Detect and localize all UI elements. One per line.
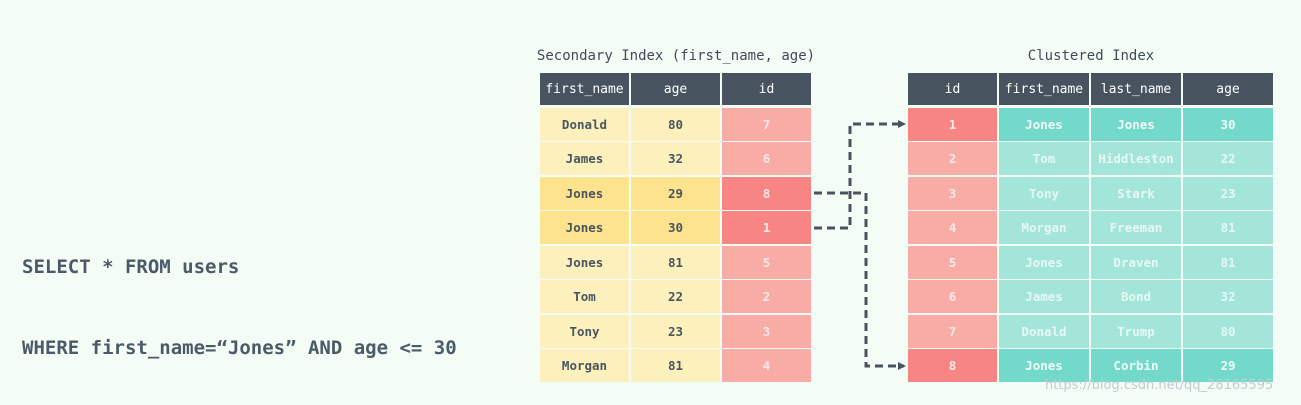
secondary-cell-age: 23: [631, 314, 720, 348]
secondary-cell-id: 8: [722, 176, 811, 210]
clustered-header-first-name: first_name: [999, 73, 1089, 105]
clustered-cell-id: 7: [908, 314, 997, 348]
clustered-cell-first-name: Jones: [999, 245, 1089, 279]
clustered-header-id: id: [908, 73, 997, 105]
secondary-header-id: id: [722, 73, 811, 105]
secondary-index-title: Secondary Index (first_name, age): [536, 48, 816, 64]
clustered-cell-age: 23: [1183, 176, 1273, 210]
secondary-cell-first-name: Jones: [540, 211, 629, 244]
clustered-cell-first-name: Morgan: [999, 211, 1089, 244]
secondary-cell-age: 81: [631, 349, 720, 382]
clustered-cell-age: 81: [1183, 211, 1273, 244]
watermark-text: https://blog.csdn.net/qq_28165595: [1045, 378, 1274, 393]
clustered-cell-age: 22: [1183, 142, 1273, 175]
secondary-cell-age: 81: [631, 245, 720, 279]
clustered-cell-id: 4: [908, 211, 997, 244]
clustered-cell-last-name: Jones: [1091, 107, 1181, 141]
secondary-header-first-name: first_name: [540, 73, 629, 105]
lookup-arrow-id-8: [814, 191, 906, 370]
clustered-cell-first-name: Tony: [999, 176, 1089, 210]
clustered-index-table: id first_name last_name age 1 Jones Jones 30 2 To…: [908, 73, 1273, 382]
secondary-cell-age: 32: [631, 142, 720, 175]
secondary-cell-age: 29: [631, 176, 720, 210]
secondary-cell-first-name: Tony: [540, 314, 629, 348]
secondary-cell-age: 80: [631, 107, 720, 141]
secondary-cell-age: 22: [631, 280, 720, 313]
clustered-cell-age: 80: [1183, 314, 1273, 348]
clustered-cell-first-name: Jones: [999, 107, 1089, 141]
secondary-cell-id: 1: [722, 211, 811, 244]
clustered-index-title: Clustered Index: [1027, 48, 1155, 64]
secondary-cell-id: 5: [722, 245, 811, 279]
clustered-header-age: age: [1183, 73, 1273, 105]
clustered-cell-last-name: Bond: [1091, 280, 1181, 313]
secondary-cell-id: 6: [722, 142, 811, 175]
clustered-cell-last-name: Draven: [1091, 245, 1181, 279]
secondary-header-age: age: [631, 73, 720, 105]
clustered-cell-age: 30: [1183, 107, 1273, 141]
secondary-cell-age: 30: [631, 211, 720, 244]
clustered-cell-id: 1: [908, 107, 997, 141]
secondary-cell-first-name: Tom: [540, 280, 629, 313]
secondary-cell-first-name: Jones: [540, 176, 629, 210]
secondary-cell-id: 7: [722, 107, 811, 141]
clustered-cell-first-name: Jones: [999, 349, 1089, 382]
clustered-cell-first-name: Tom: [999, 142, 1089, 175]
clustered-cell-age: 32: [1183, 280, 1273, 313]
secondary-cell-id: 3: [722, 314, 811, 348]
clustered-cell-age: 81: [1183, 245, 1273, 279]
clustered-cell-id: 6: [908, 280, 997, 313]
clustered-cell-id: 3: [908, 176, 997, 210]
clustered-cell-id: 5: [908, 245, 997, 279]
clustered-cell-last-name: Stark: [1091, 176, 1181, 210]
secondary-index-table: first_name age id Donald 80 7 James 32 6 Jones 29 8…: [540, 73, 811, 382]
clustered-cell-last-name: Corbin: [1091, 349, 1181, 382]
clustered-cell-last-name: Hiddleston: [1091, 142, 1181, 175]
clustered-cell-id: 2: [908, 142, 997, 175]
clustered-cell-first-name: Donald: [999, 314, 1089, 348]
lookup-arrow-id-1: [814, 120, 906, 230]
clustered-cell-id: 8: [908, 349, 997, 382]
secondary-cell-first-name: Jones: [540, 245, 629, 279]
sql-query: SELECT * FROM users WHERE first_name=“Jo…: [22, 200, 457, 389]
clustered-cell-first-name: James: [999, 280, 1089, 313]
clustered-header-last-name: last_name: [1091, 73, 1181, 105]
clustered-cell-age: 29: [1183, 349, 1273, 382]
secondary-cell-id: 4: [722, 349, 811, 382]
secondary-cell-first-name: James: [540, 142, 629, 175]
sql-query-line-1: SELECT * FROM users: [22, 256, 240, 278]
clustered-cell-last-name: Trump: [1091, 314, 1181, 348]
clustered-cell-last-name: Freeman: [1091, 211, 1181, 244]
sql-query-line-2: WHERE first_name=“Jones” AND age <= 30: [22, 337, 457, 359]
secondary-cell-id: 2: [722, 280, 811, 313]
secondary-cell-first-name: Donald: [540, 107, 629, 141]
secondary-cell-first-name: Morgan: [540, 349, 629, 382]
